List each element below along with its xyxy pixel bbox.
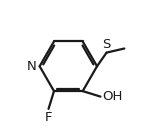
Text: OH: OH: [102, 90, 122, 103]
Text: S: S: [102, 38, 111, 51]
Text: F: F: [45, 111, 52, 124]
Text: N: N: [26, 60, 36, 73]
